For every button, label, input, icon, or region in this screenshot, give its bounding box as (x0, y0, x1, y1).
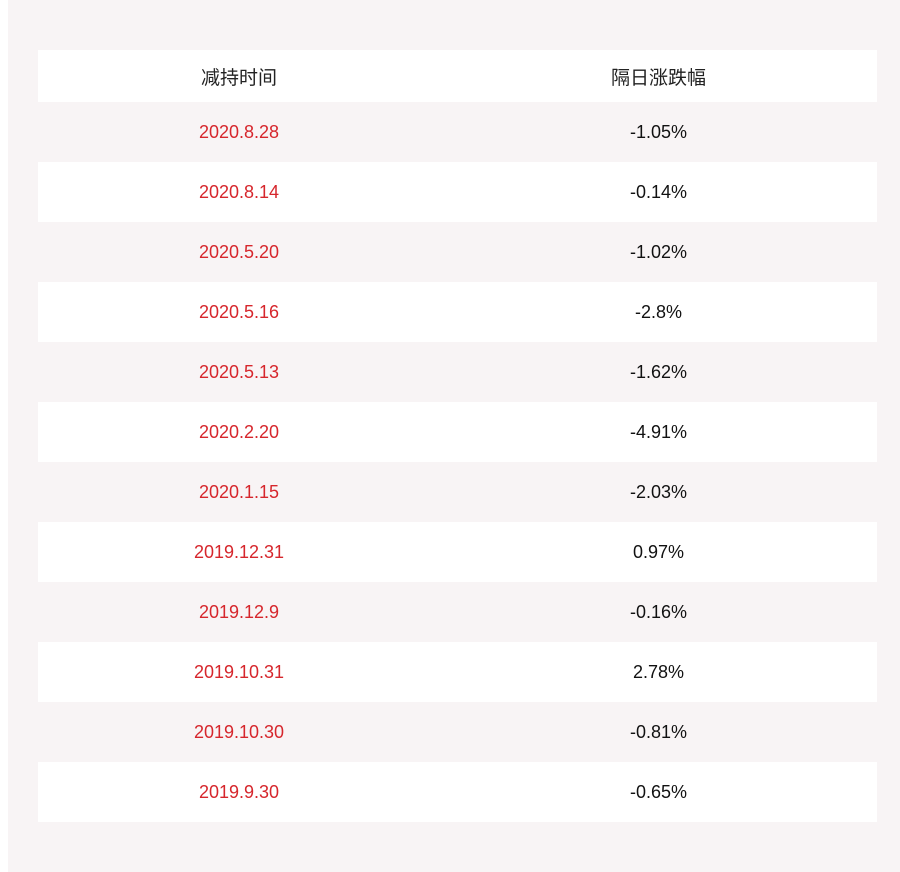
table-row: 2020.8.28 -1.05% (38, 102, 877, 162)
date-cell: 2019.10.31 (193, 661, 285, 682)
date-cell: 2020.8.14 (198, 181, 280, 202)
date-cell: 2020.5.20 (198, 241, 280, 262)
data-table: 减持时间 隔日涨跌幅 2020.8.28 -1.05% 2020.8.14 -0… (38, 50, 877, 822)
table-row: 2020.5.16 -2.8% (38, 282, 877, 342)
table-row: 2019.10.30 -0.81% (38, 702, 877, 762)
table-header-row: 减持时间 隔日涨跌幅 (38, 50, 877, 102)
table-row: 2020.1.15 -2.03% (38, 462, 877, 522)
table-row: 2019.10.31 2.78% (38, 642, 877, 702)
table-row: 2020.5.13 -1.62% (38, 342, 877, 402)
date-cell: 2019.10.30 (193, 721, 285, 742)
table-row: 2019.9.30 -0.65% (38, 762, 877, 822)
change-cell: -1.02% (629, 241, 688, 262)
table-row: 2019.12.31 0.97% (38, 522, 877, 582)
date-cell: 2020.1.15 (198, 481, 280, 502)
change-cell: -4.91% (629, 421, 688, 442)
date-cell: 2020.5.16 (198, 301, 280, 322)
header-next-day-change: 隔日涨跌幅 (610, 66, 706, 89)
change-cell: -0.81% (629, 721, 688, 742)
change-cell: -0.14% (629, 181, 688, 202)
date-cell: 2019.12.31 (193, 541, 285, 562)
date-cell: 2020.8.28 (198, 121, 280, 142)
change-cell: 2.78% (632, 661, 685, 682)
table-row: 2019.12.9 -0.16% (38, 582, 877, 642)
change-cell: -2.03% (629, 481, 688, 502)
change-cell: 0.97% (632, 541, 685, 562)
table-row: 2020.2.20 -4.91% (38, 402, 877, 462)
change-cell: -0.65% (629, 781, 688, 802)
change-cell: -1.05% (629, 121, 688, 142)
change-cell: -1.62% (629, 361, 688, 382)
date-cell: 2020.5.13 (198, 361, 280, 382)
table-panel: 减持时间 隔日涨跌幅 2020.8.28 -1.05% 2020.8.14 -0… (8, 0, 900, 872)
date-cell: 2019.12.9 (198, 601, 280, 622)
date-cell: 2019.9.30 (198, 781, 280, 802)
date-cell: 2020.2.20 (198, 421, 280, 442)
header-reduction-time: 减持时间 (200, 66, 277, 89)
change-cell: -2.8% (634, 301, 683, 322)
table-row: 2020.8.14 -0.14% (38, 162, 877, 222)
change-cell: -0.16% (629, 601, 688, 622)
table-row: 2020.5.20 -1.02% (38, 222, 877, 282)
